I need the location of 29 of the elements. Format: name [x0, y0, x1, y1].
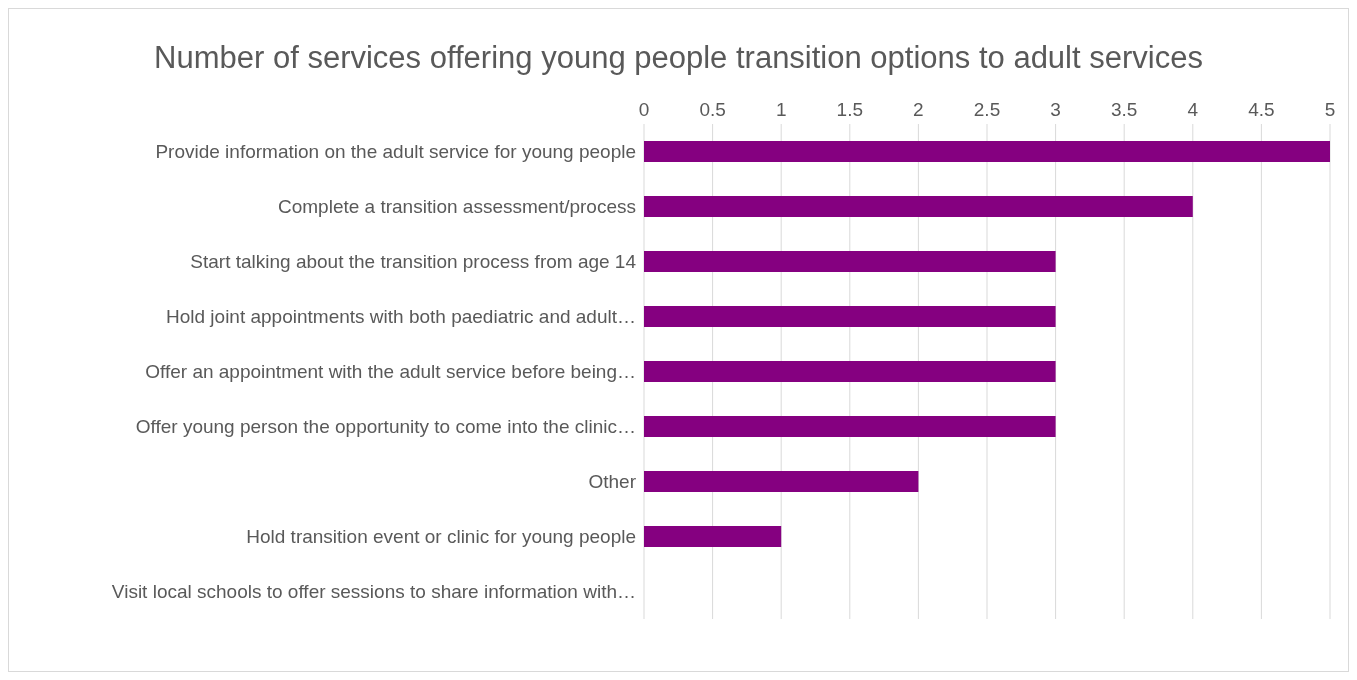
y-tick-label: Visit local schools to offer sessions to share information with…: [111, 581, 636, 603]
bar: [644, 141, 1330, 162]
y-tick-label: Offer young person the opportunity to come into the clinic…: [135, 416, 636, 438]
y-tick-label: Hold joint appointments with both paediatric and adult…: [165, 306, 636, 328]
bar: [644, 526, 782, 547]
bar: [644, 416, 1056, 437]
x-tick-label: 0.5: [699, 99, 726, 120]
y-tick-label: Hold transition event or clinic for young people: [246, 526, 636, 548]
bar: [644, 361, 1056, 382]
bar: [644, 196, 1193, 217]
y-tick-label: Other: [588, 471, 637, 493]
x-tick-label: 1: [775, 99, 787, 120]
x-tick-label: 0: [638, 99, 650, 120]
bar: [644, 471, 919, 492]
x-tick-label: 3.5: [1110, 99, 1138, 120]
y-tick-label: Start talking about the transition process from age 14: [190, 251, 637, 273]
chart-title: Number of services offering young people transition options to adult services: [153, 39, 1204, 77]
x-tick-label: 5: [1324, 99, 1336, 120]
x-tick-label: 4: [1187, 99, 1199, 120]
x-tick-label: 4.5: [1248, 99, 1275, 120]
bar: [644, 251, 1056, 272]
x-tick-label: 1.5: [836, 99, 864, 120]
y-tick-label: Offer an appointment with the adult service before being…: [145, 361, 636, 383]
y-tick-label: Complete a transition assessment/process: [278, 196, 636, 218]
x-tick-label: 2: [913, 99, 924, 120]
x-tick-label: 2.5: [973, 99, 1001, 120]
y-tick-label: Provide information on the adult service for young people: [155, 141, 636, 163]
x-tick-label: 3: [1050, 99, 1061, 120]
bar: [644, 306, 1056, 327]
